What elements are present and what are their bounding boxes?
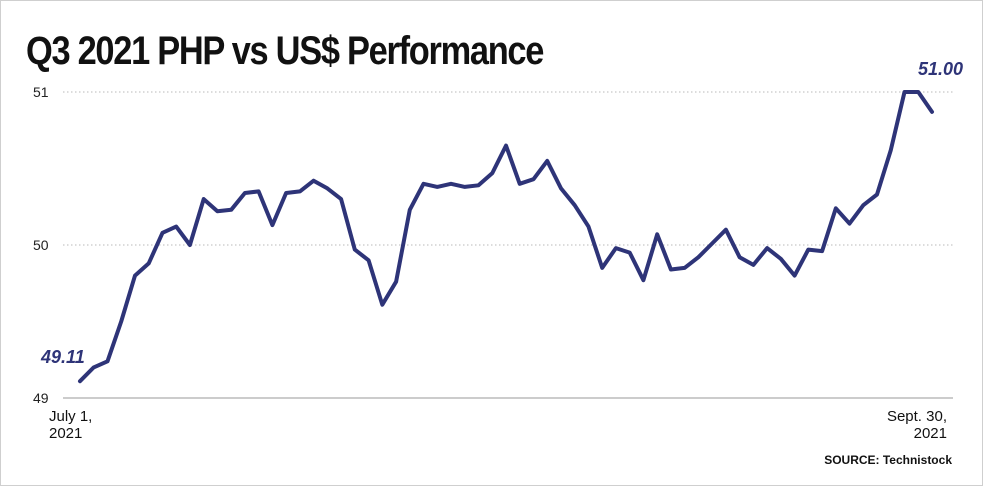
chart-title: Q3 2021 PHP vs US$ Performance: [26, 29, 544, 73]
series-layer: [78, 90, 934, 384]
x-tick-label: July 1,: [49, 408, 92, 425]
x-tick-label: 2021: [914, 425, 947, 442]
y-axis-ticks: 51 50 49: [33, 84, 49, 406]
x-tick-label: Sept. 30,: [887, 408, 947, 425]
series-line: [78, 90, 934, 384]
source-note: SOURCE: Technistock: [824, 453, 952, 467]
gridlines: [63, 91, 953, 399]
x-tick-label: 2021: [49, 425, 82, 442]
y-tick-label: 50: [33, 237, 49, 253]
end-value-label: 51.00: [918, 59, 963, 79]
y-tick-label: 49: [33, 390, 49, 406]
start-value-label: 49.11: [40, 347, 85, 367]
data-labels: 49.11 51.00: [40, 59, 963, 367]
y-tick-label: 51: [33, 84, 49, 100]
